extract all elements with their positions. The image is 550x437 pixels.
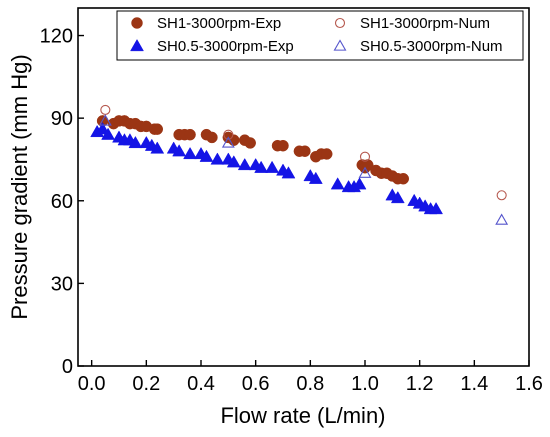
legend-entry-label: SH0.5-3000rpm-Exp (157, 38, 294, 55)
legend-entry-label: SH1-3000rpm-Num (360, 15, 490, 32)
y-tick-label: 0 (62, 356, 73, 378)
data-point (206, 132, 217, 143)
x-tick-label: 1.2 (406, 373, 434, 395)
data-point (497, 191, 506, 200)
x-tick-label: 0.0 (78, 373, 106, 395)
y-tick-label: 90 (51, 108, 73, 130)
data-point (184, 147, 197, 158)
y-tick-label: 60 (51, 191, 73, 213)
legend: SH1-3000rpm-Exp SH1-3000rpm-Num SH0.5-3000… (117, 11, 523, 60)
data-point (299, 146, 310, 157)
data-point (238, 158, 251, 169)
data-point (101, 105, 110, 114)
y-tick-label: 120 (40, 26, 73, 48)
data-point (245, 137, 256, 148)
x-tick-label: 1.0 (351, 373, 379, 395)
data-point (496, 215, 507, 225)
data-point (266, 161, 279, 172)
x-tick-label: 0.2 (132, 373, 160, 395)
data-point (211, 153, 224, 164)
data-point (331, 178, 344, 189)
legend-marker (132, 18, 143, 29)
legend-entry-label: SH0.5-3000rpm-Num (360, 38, 503, 55)
data-points (91, 105, 508, 224)
plot-frame (78, 8, 529, 366)
data-point (152, 124, 163, 135)
data-point (185, 129, 196, 140)
x-axis-label: Flow rate (L/min) (220, 403, 385, 428)
legend-entry-label: SH1-3000rpm-Exp (157, 15, 281, 32)
x-tick-label: 1.6 (515, 373, 543, 395)
x-tick-label: 0.6 (242, 373, 270, 395)
y-tick-label: 30 (51, 273, 73, 295)
data-point (278, 140, 289, 151)
y-axis-label: Pressure gradient (mm Hg) (7, 54, 32, 319)
x-tick-label: 0.8 (296, 373, 324, 395)
x-tick-label: 1.4 (460, 373, 488, 395)
x-tick-label: 0.4 (187, 373, 215, 395)
data-point (398, 173, 409, 184)
data-point (361, 152, 370, 161)
data-point (321, 148, 332, 159)
